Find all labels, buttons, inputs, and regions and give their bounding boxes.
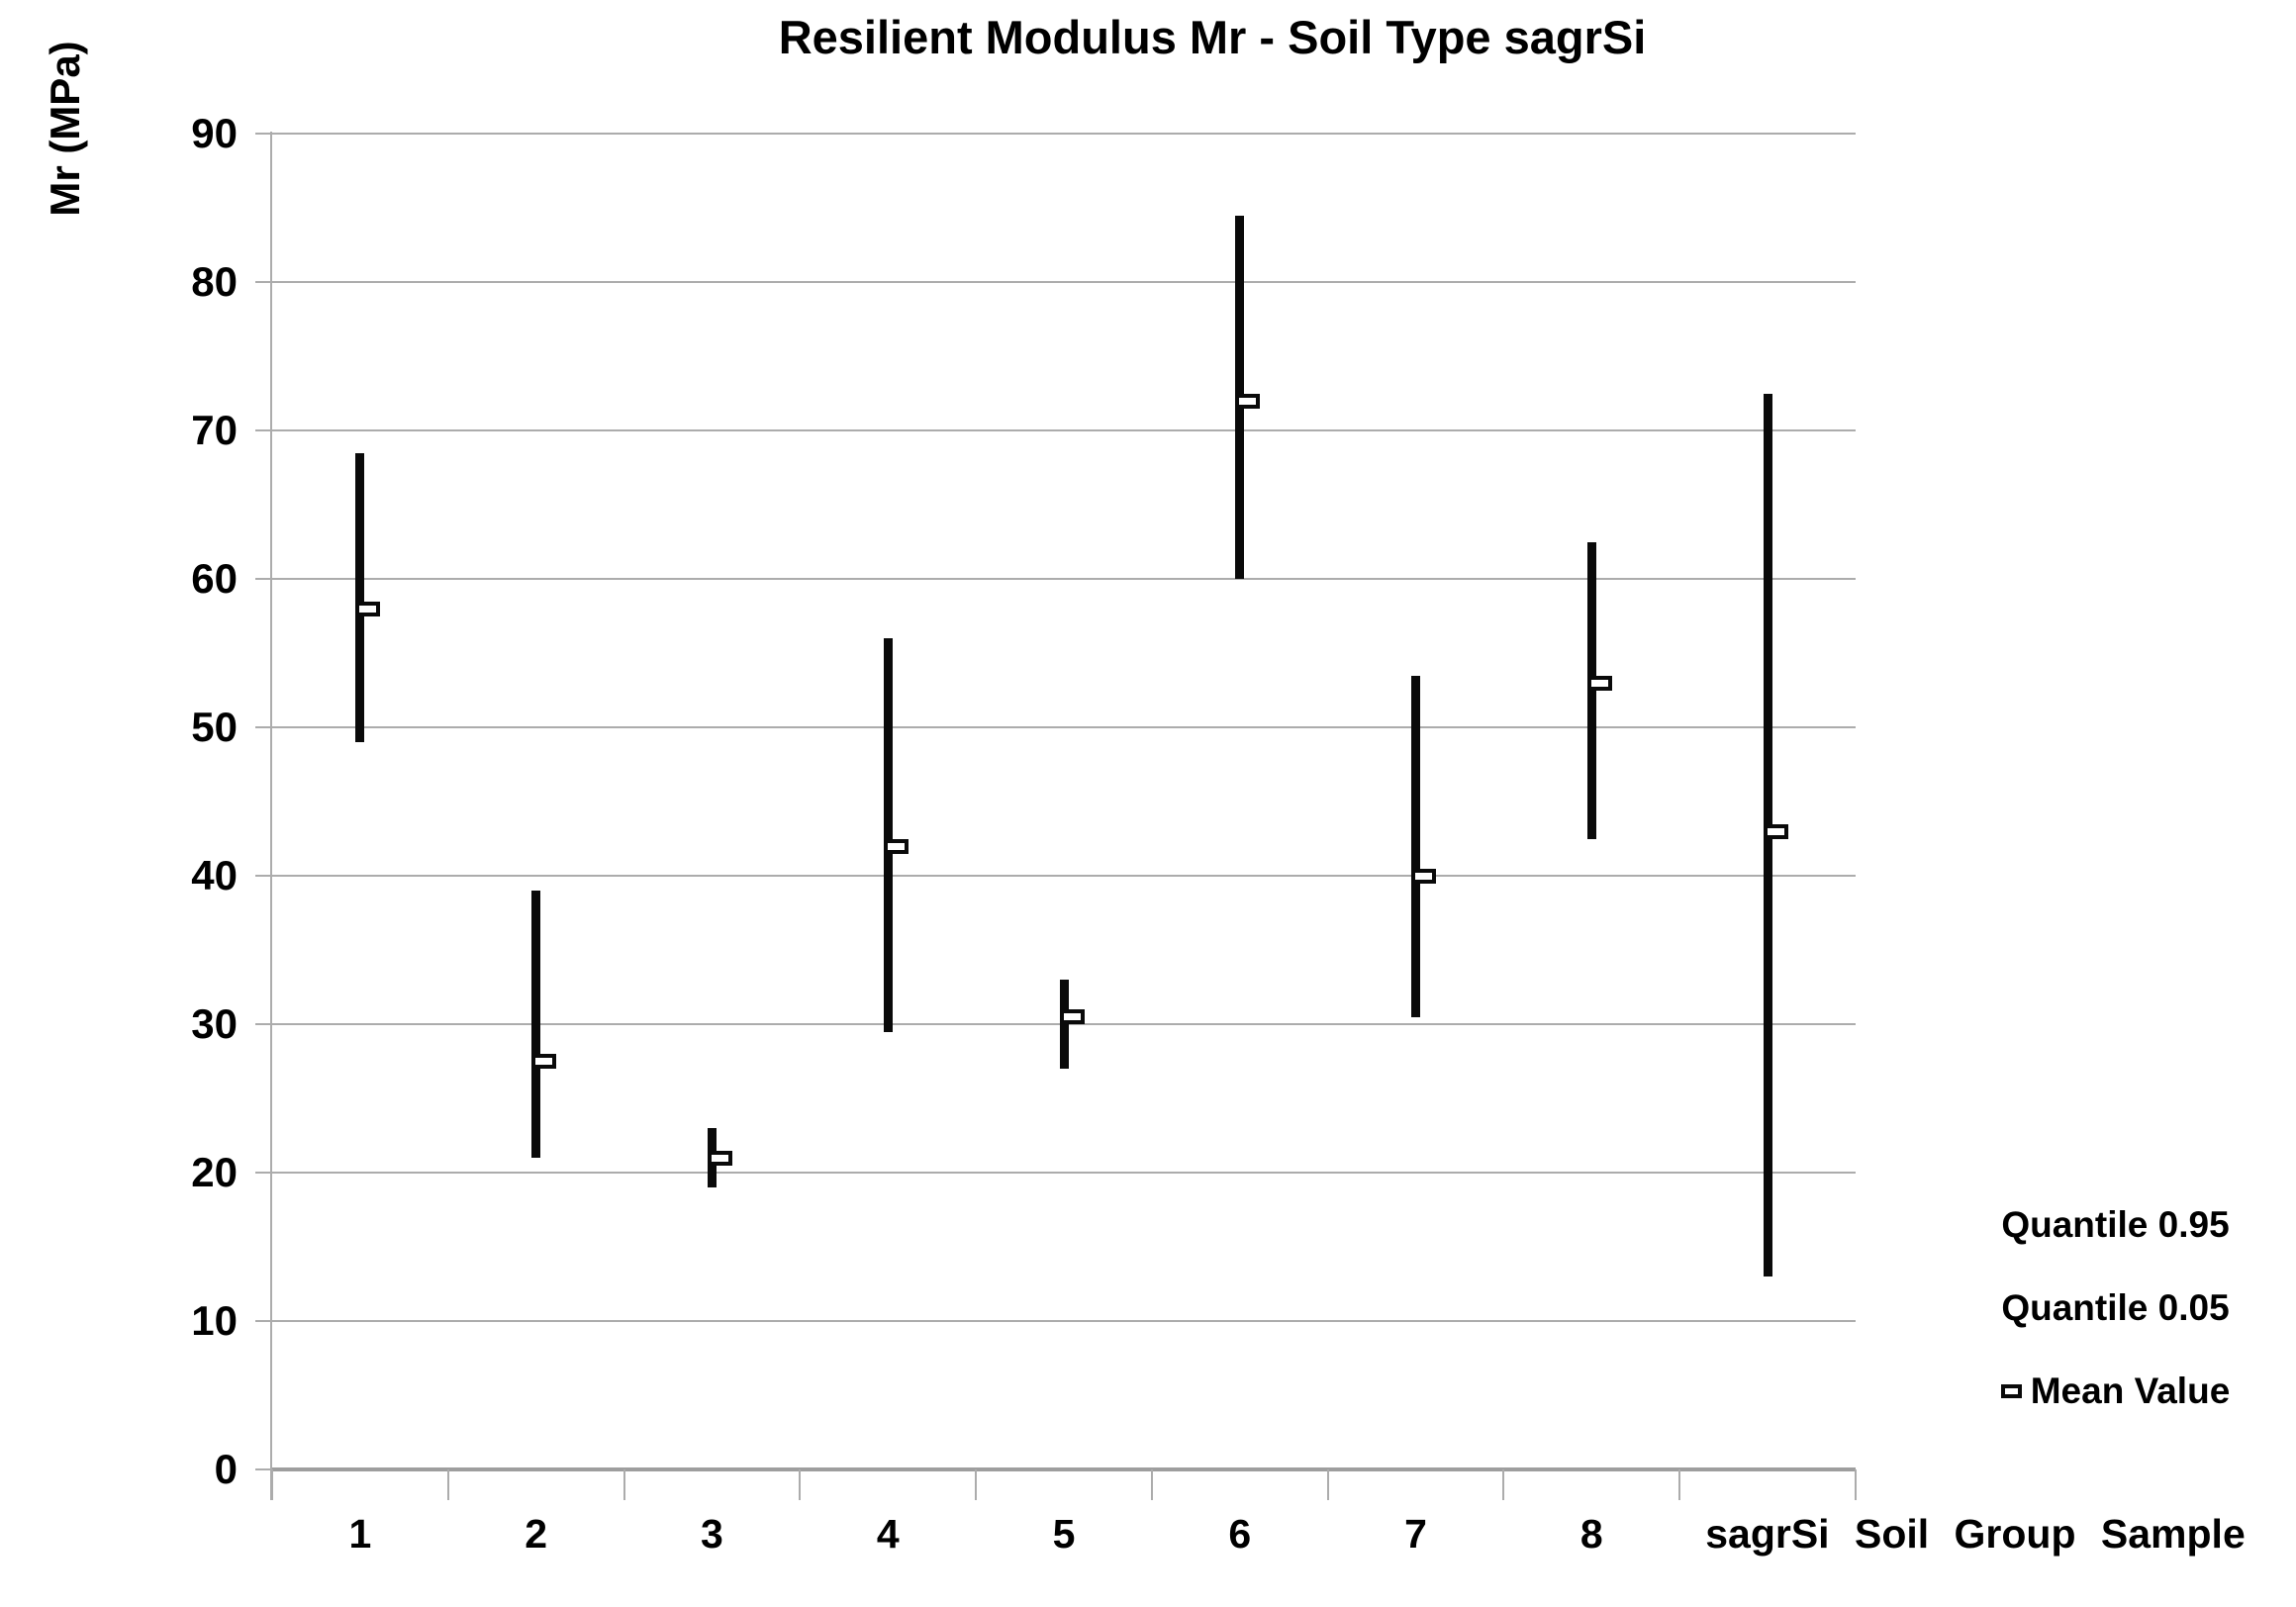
y-axis-tick-70 [255, 429, 272, 431]
mean-value-marker-8 [1586, 675, 1612, 691]
mean-value-marker-7 [1411, 868, 1437, 884]
gridline-50 [272, 726, 1856, 728]
chart-title: Resilient Modulus Mr - Soil Type sagrSi [778, 11, 1647, 63]
x-axis-tick-7 [1502, 1469, 1505, 1500]
mean-value-marker-3 [707, 1150, 732, 1166]
x-category-label-4: 4 [876, 1511, 900, 1557]
legend: Quantile 0.95 Quantile 0.05 Mean Value [1964, 1183, 2266, 1433]
gridline-60 [272, 578, 1856, 580]
y-tick-label-40: 40 [191, 852, 238, 898]
y-axis-tick-30 [255, 1023, 272, 1025]
gridline-40 [272, 875, 1856, 877]
x-category-label-1: 1 [348, 1511, 372, 1557]
y-axis-tick-0 [255, 1468, 272, 1470]
mean-value-marker-4 [883, 838, 909, 854]
x-axis-tick-0 [271, 1469, 273, 1500]
mean-value-marker-5 [1059, 1009, 1085, 1024]
x-axis-tick-2 [622, 1469, 625, 1500]
gridline-90 [272, 133, 1856, 135]
y-tick-label-60: 60 [191, 555, 238, 602]
x-axis-tick-3 [799, 1469, 802, 1500]
y-tick-label-20: 20 [191, 1149, 238, 1195]
mean-value-marker-1 [355, 601, 381, 616]
y-axis-tick-50 [255, 726, 272, 728]
gridline-20 [272, 1172, 1856, 1174]
y-axis-tick-20 [255, 1172, 272, 1174]
y-tick-label-50: 50 [191, 704, 238, 750]
gridline-10 [272, 1320, 1856, 1322]
y-tick-label-0: 0 [214, 1446, 238, 1492]
x-category-label-9: sagrSi Soil Group Sample [1705, 1511, 2246, 1557]
y-tick-label-70: 70 [191, 407, 238, 453]
mean-value-marker-9 [1763, 823, 1788, 839]
y-tick-label-80: 80 [191, 258, 238, 305]
y-tick-label-30: 30 [191, 1000, 238, 1047]
quantile-range-bar-7 [1411, 675, 1421, 1017]
legend-item-quantile-005: Quantile 0.05 [1964, 1267, 2266, 1350]
y-axis-tick-90 [255, 133, 272, 135]
x-axis-tick-8 [1678, 1469, 1681, 1500]
x-axis-line [272, 1467, 1856, 1471]
x-axis-tick-4 [975, 1469, 978, 1500]
x-category-label-3: 3 [701, 1511, 723, 1557]
legend-label-quantile-095: Quantile 0.95 [2001, 1204, 2230, 1245]
y-axis-tick-80 [255, 281, 272, 283]
gridline-80 [272, 281, 1856, 283]
mean-value-marker-2 [531, 1054, 557, 1069]
mean-value-marker-icon [2000, 1384, 2022, 1398]
x-category-label-8: 8 [1579, 1511, 1603, 1557]
quantile-range-bar-1 [355, 452, 365, 742]
quantile-range-bar-5 [1059, 980, 1069, 1069]
x-axis-tick-6 [1326, 1469, 1329, 1500]
y-tick-label-90: 90 [191, 110, 238, 156]
y-axis-title: Mr (MPa) [42, 41, 88, 217]
x-axis-tick-1 [446, 1469, 449, 1500]
quantile-range-bar-2 [531, 891, 541, 1158]
x-category-label-7: 7 [1404, 1511, 1427, 1557]
y-axis-line [270, 132, 272, 1500]
x-category-label-6: 6 [1228, 1511, 1252, 1557]
quantile-range-bar-4 [883, 638, 893, 1032]
gridline-70 [272, 429, 1856, 431]
y-axis-tick-40 [255, 875, 272, 877]
legend-label-mean-value: Mean Value [2030, 1371, 2231, 1411]
legend-item-quantile-095: Quantile 0.95 [1964, 1183, 2266, 1267]
quantile-range-bar-8 [1586, 541, 1596, 839]
x-axis-tick-5 [1150, 1469, 1153, 1500]
y-axis-tick-10 [255, 1320, 272, 1322]
legend-label-quantile-005: Quantile 0.05 [2001, 1287, 2230, 1328]
x-category-label-5: 5 [1052, 1511, 1076, 1557]
mean-value-marker-6 [1235, 393, 1261, 409]
y-tick-label-10: 10 [191, 1297, 238, 1344]
legend-item-mean-value: Mean Value [1964, 1350, 2266, 1433]
x-category-label-2: 2 [525, 1511, 548, 1557]
y-axis-tick-60 [255, 578, 272, 580]
x-axis-tick-9 [1855, 1469, 1857, 1500]
